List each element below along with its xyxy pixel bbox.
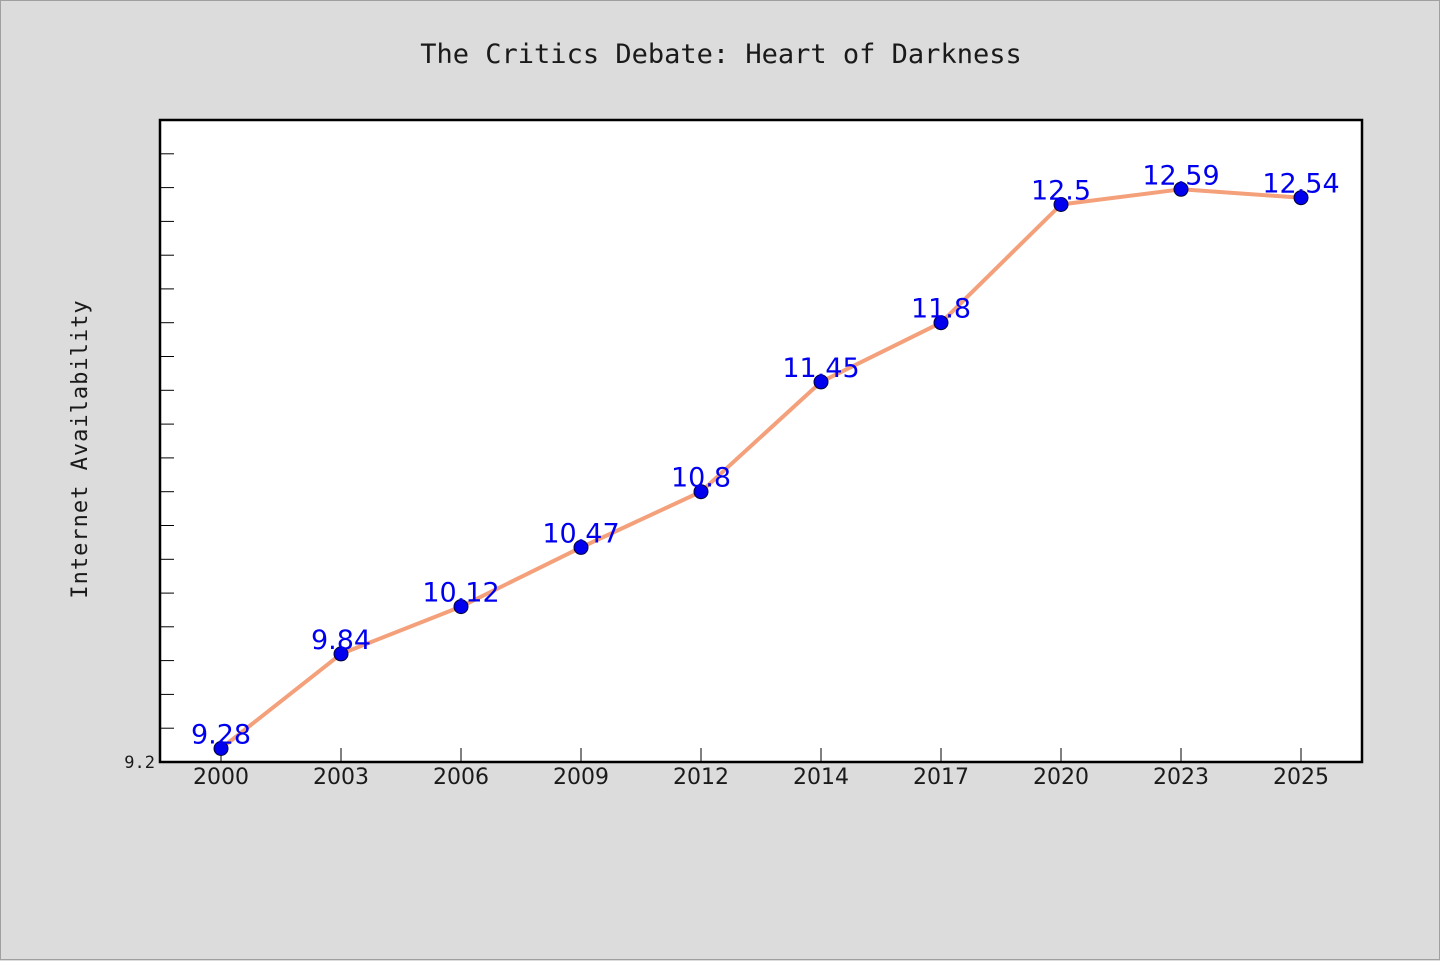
data-label: 10.12 (422, 578, 499, 609)
x-tick-label: 2014 (793, 765, 849, 790)
x-tick-label: 2023 (1153, 765, 1209, 790)
x-axis-ticks: 2000 2003 2006 2009 2012 2014 2017 2020 2023 2025 (193, 748, 1329, 790)
data-point (1173, 181, 1189, 197)
data-label: 11.45 (782, 353, 859, 384)
data-label: 12.5 (1031, 176, 1091, 207)
data-point (933, 315, 949, 331)
y-tick-label: 9.2 (124, 753, 155, 773)
data-point (693, 484, 709, 500)
data-point (1053, 197, 1069, 212)
data-label: 11.8 (911, 294, 971, 325)
data-point (453, 599, 469, 615)
x-tick-label: 2009 (553, 765, 609, 790)
data-point (213, 741, 229, 756)
y-axis-label: Internet Availability (68, 299, 93, 598)
chart-title: The Critics Debate: Heart of Darkness (420, 39, 1021, 70)
data-label: 12.54 (1262, 169, 1339, 200)
x-tick-label: 2003 (313, 765, 369, 790)
data-point (813, 374, 829, 390)
y-axis-ticks (160, 153, 174, 729)
data-label: 10.8 (671, 463, 731, 494)
data-label: 12.59 (1142, 160, 1219, 191)
x-tick-label: 2000 (193, 765, 249, 790)
data-point (573, 539, 589, 555)
data-point (333, 646, 349, 662)
plot-area (158, 118, 1364, 764)
x-tick-label: 2025 (1273, 765, 1329, 790)
data-label: 10.47 (542, 518, 619, 549)
series-line (219, 187, 1303, 751)
data-point (1293, 190, 1309, 206)
x-tick-label: 2017 (913, 765, 969, 790)
x-tick-label: 2006 (433, 765, 489, 790)
data-label: 9.28 (191, 720, 251, 751)
series-group: 9.28 9.84 10.12 10.47 10.8 11.45 11.8 12.5 12.59… (191, 160, 1340, 756)
x-tick-label: 2020 (1033, 765, 1089, 790)
data-label: 9.84 (311, 625, 371, 656)
x-tick-label: 2012 (673, 765, 729, 790)
